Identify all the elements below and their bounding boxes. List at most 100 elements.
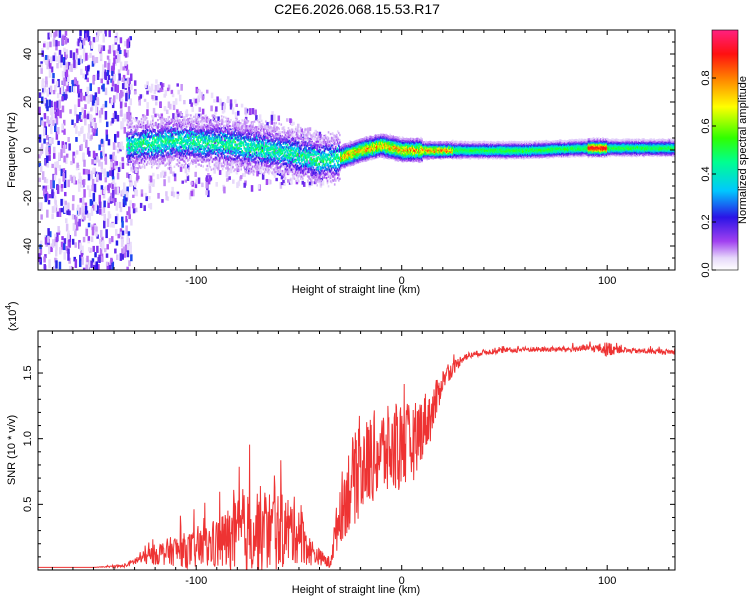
spectrogram-cell xyxy=(139,141,142,144)
spectrogram-cell xyxy=(257,131,260,135)
spectrogram-cell xyxy=(176,119,179,122)
spectrogram-cell xyxy=(179,124,182,127)
spectrogram-cell xyxy=(299,168,302,171)
spectrogram-cell xyxy=(268,131,270,135)
spectrogram-cell xyxy=(273,159,275,163)
spectrogram-cell xyxy=(229,169,233,174)
spectrogram-cell xyxy=(238,148,240,151)
spectrogram-cell xyxy=(182,157,185,160)
spectrogram-cell xyxy=(247,136,250,139)
spectrogram-cell xyxy=(155,140,157,144)
spectrogram-cell xyxy=(245,170,248,174)
spectrogram-cell xyxy=(212,126,215,130)
spectrogram-cell xyxy=(188,137,190,141)
spectrogram-cell xyxy=(227,156,229,160)
spectrogram-cell xyxy=(248,155,251,159)
spectrogram-cell xyxy=(279,168,282,171)
spectrogram-cell xyxy=(293,156,297,160)
spectrogram-cell xyxy=(266,167,268,170)
spectrogram-cell xyxy=(163,106,167,112)
spectrogram-cell xyxy=(142,153,145,156)
spectrogram-cell xyxy=(269,146,271,149)
spectrogram-cell xyxy=(62,168,66,173)
spectrogram-cell xyxy=(294,144,297,147)
spectrogram-cell xyxy=(299,165,302,168)
spectrogram-cell xyxy=(317,144,320,147)
spectrogram-cell xyxy=(313,163,315,166)
spectrogram-cell xyxy=(238,162,240,166)
spectrogram-cell xyxy=(135,132,138,136)
spectrogram-cell xyxy=(311,163,313,166)
spectrogram-cell xyxy=(95,127,98,136)
spectrogram-cell xyxy=(50,100,53,108)
spectrogram-cell xyxy=(274,128,276,131)
spectrogram-cell xyxy=(148,195,151,200)
spectrogram-cell xyxy=(127,153,129,156)
spectrogram-cell xyxy=(291,142,294,145)
spectrogram-cell xyxy=(303,152,305,156)
spectrogram-cell xyxy=(276,133,278,137)
spectrogram-cell xyxy=(53,174,57,181)
spectrogram-cell xyxy=(277,153,279,156)
spectrogram-cell xyxy=(61,96,64,102)
spectrogram-cell xyxy=(79,55,82,64)
spectrogram-cell xyxy=(198,142,200,145)
spectrogram-cell xyxy=(224,156,227,160)
spectrogram-cell xyxy=(119,207,123,213)
spectrogram-cell xyxy=(149,155,152,159)
spectrogram-cell xyxy=(294,133,297,136)
spectrogram-cell xyxy=(236,138,238,141)
spectrogram-cell xyxy=(185,146,188,150)
spectrogram-cell xyxy=(86,30,90,38)
spectrogram-cell xyxy=(302,173,304,176)
spectrogram-cell xyxy=(168,163,171,167)
spectrogram-cell xyxy=(188,124,190,127)
spectrogram-cell xyxy=(81,179,85,185)
spectrogram-cell xyxy=(272,143,274,146)
spectrogram-cell xyxy=(215,145,218,148)
spectrogram-cell xyxy=(306,166,308,169)
spectrogram-cell xyxy=(253,138,256,142)
spectrogram-cell xyxy=(270,156,272,159)
spectrogram-cell xyxy=(154,129,156,132)
spectrogram-cell xyxy=(126,146,128,149)
spectrogram-cell xyxy=(143,142,146,145)
spectrogram-cell xyxy=(316,184,319,187)
spectrogram-cell xyxy=(189,142,191,146)
spectrogram-cell xyxy=(274,170,276,174)
spectrogram-cell xyxy=(125,60,129,67)
spectrogram-cell xyxy=(203,123,206,127)
spectrogram-cell xyxy=(199,116,201,120)
spectrogram-cell xyxy=(235,125,237,128)
spectrogram-cell xyxy=(153,124,155,127)
spectrogram-cell xyxy=(47,245,51,255)
spectrogram-cell xyxy=(203,136,206,139)
spectrogram-cell xyxy=(200,113,202,116)
spectrogram-cell xyxy=(177,149,180,152)
spectrogram-cell xyxy=(191,147,193,150)
spectrogram-cell xyxy=(134,168,137,172)
spectrogram-cell xyxy=(101,140,105,148)
spectrogram-cell xyxy=(198,150,200,153)
spectrogram-cell xyxy=(72,222,76,231)
spectrogram-cell xyxy=(318,171,321,174)
spectrogram-cell xyxy=(132,135,135,138)
spectrogram-cell xyxy=(178,161,181,164)
spectrogram-cell xyxy=(185,109,189,114)
spectrogram-cell xyxy=(296,130,299,133)
spectrogram-cell xyxy=(211,143,214,147)
spectrogram-cell xyxy=(100,169,104,174)
spectrogram-cell xyxy=(243,118,247,125)
spectrogram-cell xyxy=(143,98,147,102)
spectrogram-cell xyxy=(259,125,262,128)
spectrogram-cell xyxy=(49,41,52,48)
spectrogram-cell xyxy=(281,149,284,152)
spectrogram-cell xyxy=(38,163,42,168)
spectrogram-cell xyxy=(305,147,307,151)
spectrogram-cell xyxy=(151,148,153,152)
spectrogram-cell xyxy=(180,138,183,141)
spectrogram-cell xyxy=(154,156,156,159)
spectrogram-cell xyxy=(226,155,228,158)
spectrogram-cell xyxy=(301,168,303,171)
spectrogram-cell xyxy=(146,139,149,143)
